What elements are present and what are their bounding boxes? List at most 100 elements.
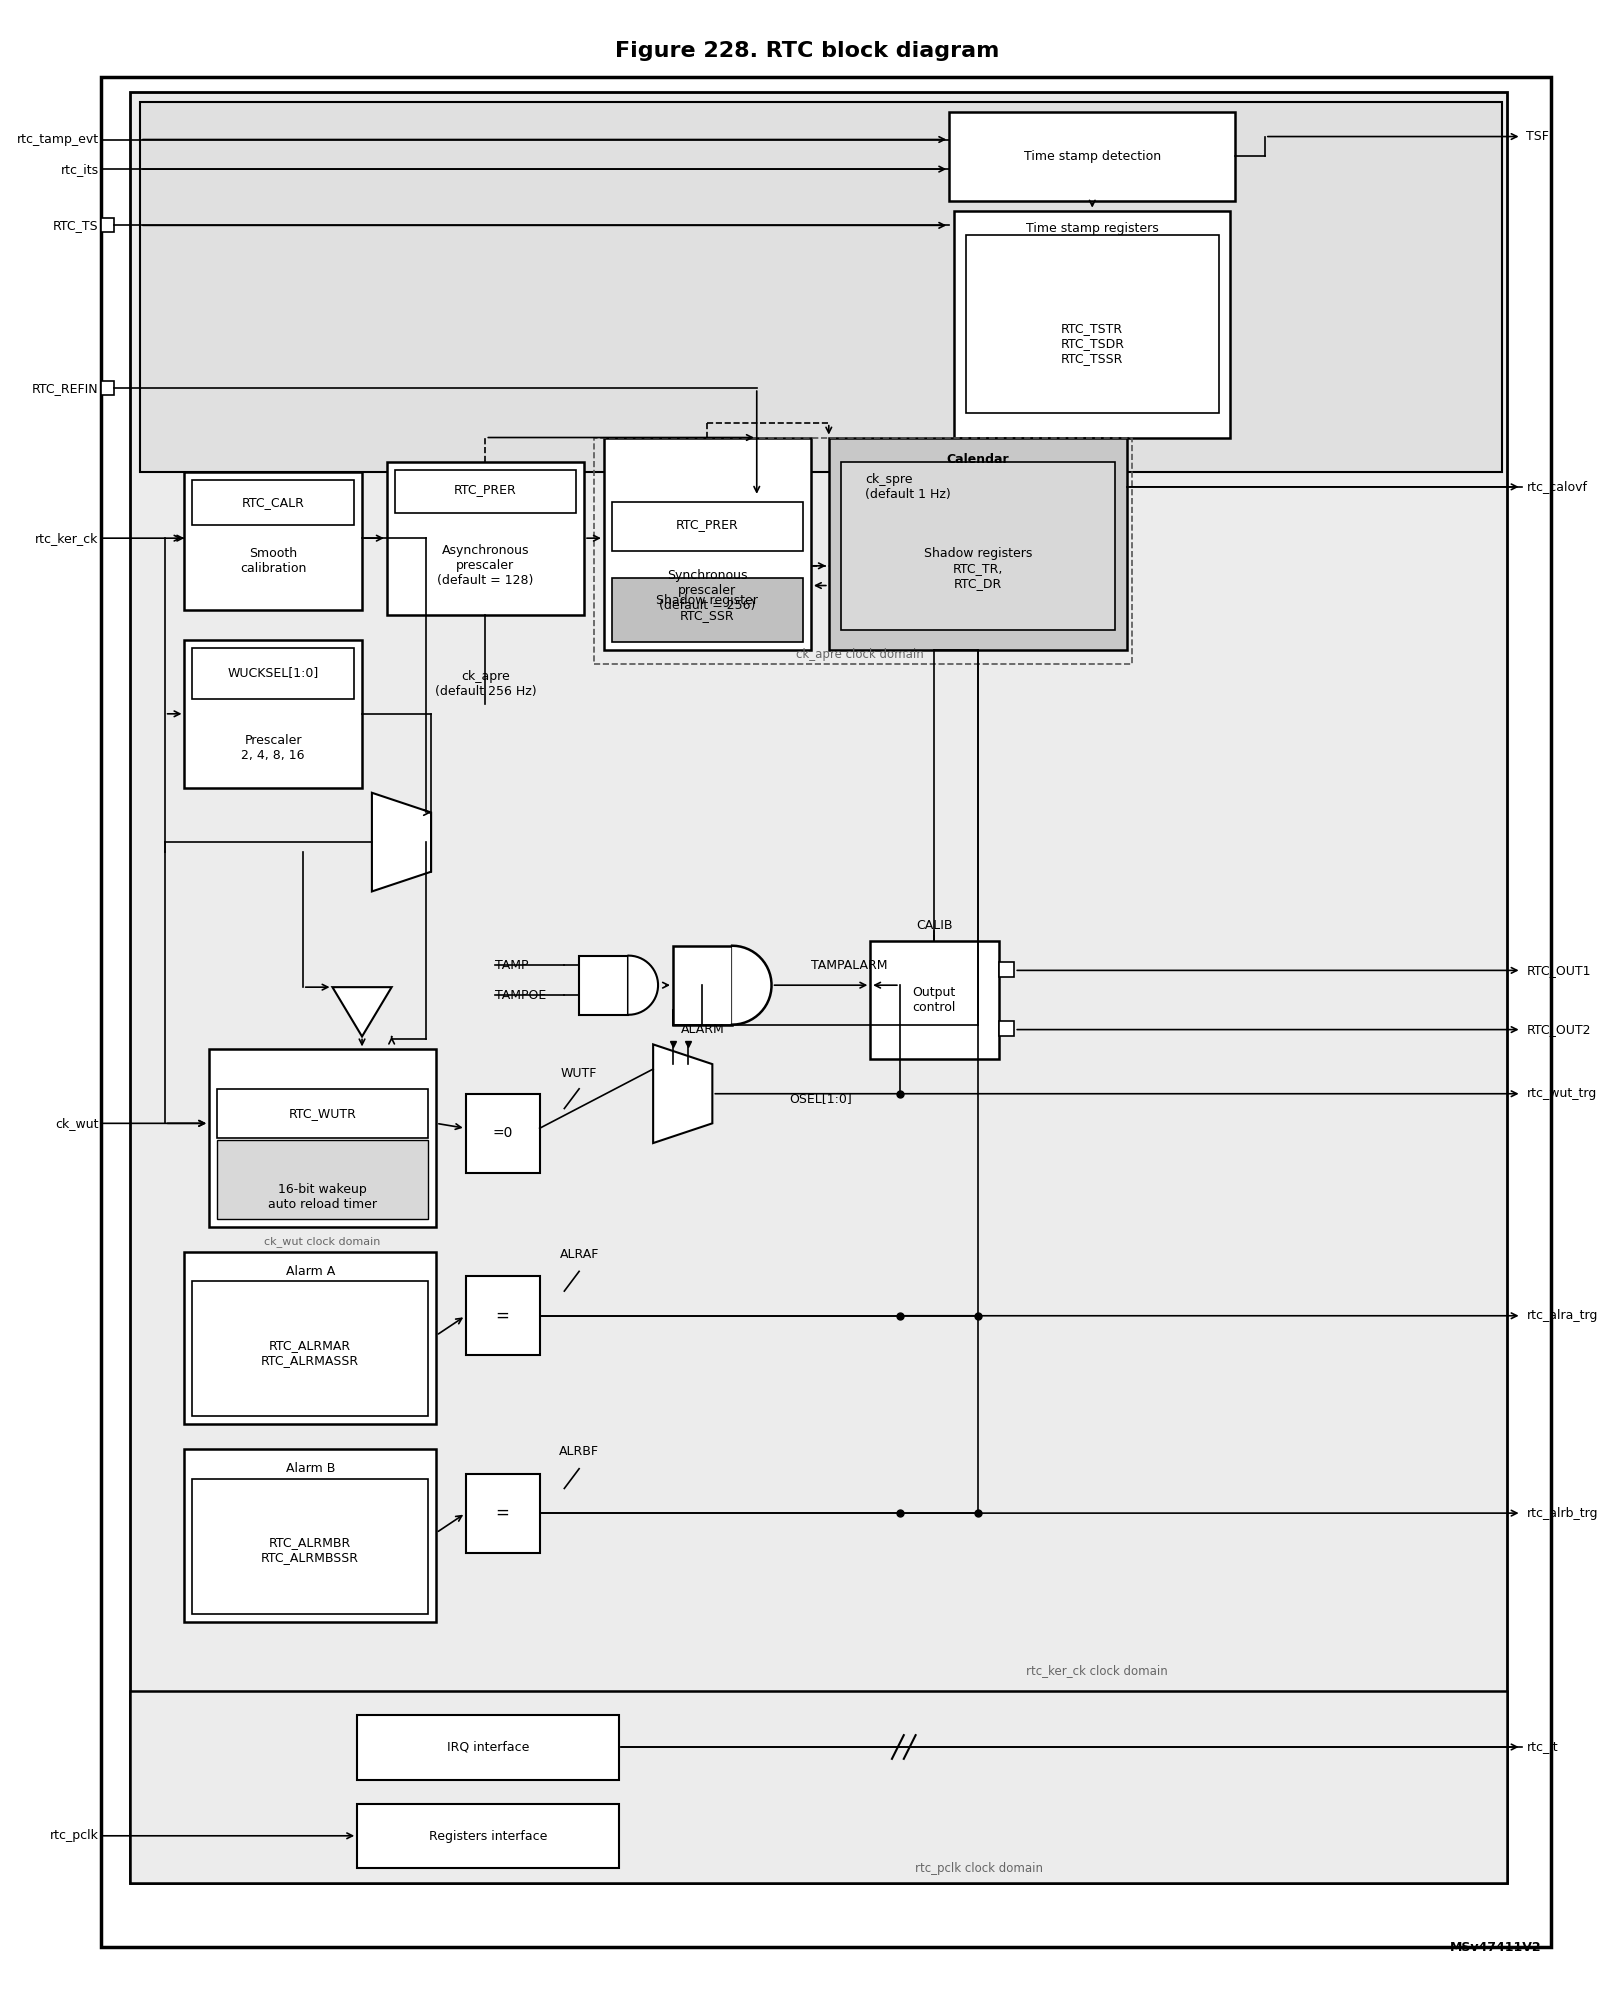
Text: rtc_alrb_trg: rtc_alrb_trg <box>1527 1506 1597 1520</box>
Bar <box>395 470 575 513</box>
Text: Alarm B: Alarm B <box>285 1463 335 1475</box>
Bar <box>870 941 998 1059</box>
Bar <box>210 1049 435 1227</box>
Text: rtc_pclk clock domain: rtc_pclk clock domain <box>914 1862 1043 1874</box>
Text: CALIB: CALIB <box>916 919 953 933</box>
Text: Asynchronous
prescaler
(default = 128): Asynchronous prescaler (default = 128) <box>437 543 534 587</box>
Polygon shape <box>732 945 772 1025</box>
Text: MSv47411V2: MSv47411V2 <box>1449 1940 1541 1954</box>
Text: rtc_tamp_evt: rtc_tamp_evt <box>16 134 98 146</box>
Bar <box>192 1281 429 1417</box>
Text: ALRAF: ALRAF <box>559 1249 598 1261</box>
Bar <box>672 945 732 1025</box>
Text: RTC_WUTR: RTC_WUTR <box>289 1107 356 1121</box>
Text: WUCKSEL[1:0]: WUCKSEL[1:0] <box>227 665 319 679</box>
Text: TAMP: TAMP <box>495 959 529 971</box>
Text: Output
control: Output control <box>912 985 956 1015</box>
Bar <box>466 1475 540 1552</box>
Text: TSF: TSF <box>1527 130 1549 144</box>
Bar <box>131 1690 1507 1884</box>
Bar <box>966 236 1219 414</box>
Text: Alarm A: Alarm A <box>285 1265 335 1279</box>
Text: rtc_alra_trg: rtc_alra_trg <box>1527 1309 1597 1323</box>
Text: Figure 228. RTC block diagram: Figure 228. RTC block diagram <box>614 40 999 60</box>
Bar <box>840 462 1116 629</box>
Text: WUTF: WUTF <box>561 1067 598 1081</box>
Bar <box>218 1141 429 1219</box>
Bar <box>466 1277 540 1355</box>
Bar <box>184 639 363 787</box>
Bar <box>593 438 1132 665</box>
Text: RTC_ALRMAR
RTC_ALRMASSR: RTC_ALRMAR RTC_ALRMASSR <box>261 1339 359 1367</box>
Bar <box>358 1804 619 1868</box>
Polygon shape <box>332 987 392 1037</box>
Bar <box>579 955 629 1015</box>
Text: rtc_its: rtc_its <box>60 162 98 176</box>
Bar <box>604 438 811 649</box>
Text: rtc_wut_trg: rtc_wut_trg <box>1527 1087 1597 1101</box>
Text: RTC_CALR: RTC_CALR <box>242 496 305 509</box>
Text: TAMPALARM: TAMPALARM <box>811 959 888 971</box>
Text: IRQ interface: IRQ interface <box>447 1740 529 1754</box>
Text: =0: =0 <box>492 1127 513 1141</box>
Text: =: = <box>496 1307 509 1325</box>
Text: RTC_REFIN: RTC_REFIN <box>32 382 98 396</box>
Text: RTC_PRER: RTC_PRER <box>675 517 738 531</box>
Text: RTC_ALRMBR
RTC_ALRMBSSR: RTC_ALRMBR RTC_ALRMBSSR <box>261 1536 359 1564</box>
Text: Time stamp registers: Time stamp registers <box>1025 222 1159 236</box>
Text: Time stamp detection: Time stamp detection <box>1024 150 1161 162</box>
Text: RTC_OUT2: RTC_OUT2 <box>1527 1023 1591 1037</box>
Bar <box>954 210 1230 438</box>
Bar <box>192 647 355 699</box>
Text: Synchronous
prescaler
(default = 256): Synchronous prescaler (default = 256) <box>659 569 756 611</box>
Text: Calendar: Calendar <box>946 454 1009 466</box>
Text: Registers interface: Registers interface <box>429 1830 546 1842</box>
Polygon shape <box>372 793 430 891</box>
Bar <box>829 438 1127 649</box>
Bar <box>140 102 1502 472</box>
Text: ck_apre clock domain: ck_apre clock domain <box>796 647 924 661</box>
Bar <box>949 112 1235 200</box>
Text: rtc_ker_ck clock domain: rtc_ker_ck clock domain <box>1027 1664 1169 1678</box>
Text: rtc_calovf: rtc_calovf <box>1527 480 1588 494</box>
Bar <box>192 480 355 525</box>
Text: Smooth
calibration: Smooth calibration <box>240 547 306 575</box>
Bar <box>998 961 1014 977</box>
Bar <box>611 577 803 641</box>
Text: TAMPOE: TAMPOE <box>495 989 546 1001</box>
Text: RTC_TSTR
RTC_TSDR
RTC_TSSR: RTC_TSTR RTC_TSDR RTC_TSSR <box>1061 322 1124 366</box>
Bar <box>387 462 584 615</box>
Bar <box>218 1089 429 1139</box>
Polygon shape <box>653 1045 713 1143</box>
Text: =: = <box>496 1504 509 1522</box>
Bar <box>358 1716 619 1780</box>
Text: Shadow register
RTC_SSR: Shadow register RTC_SSR <box>656 593 758 621</box>
Bar <box>611 501 803 551</box>
Text: rtc_pclk: rtc_pclk <box>50 1830 98 1842</box>
Bar <box>100 218 114 232</box>
Text: ck_apre
(default 256 Hz): ck_apre (default 256 Hz) <box>435 669 537 697</box>
Text: OSEL[1:0]: OSEL[1:0] <box>790 1093 853 1105</box>
Polygon shape <box>629 955 658 1015</box>
Bar <box>184 1251 435 1425</box>
Text: RTC_OUT1: RTC_OUT1 <box>1527 963 1591 977</box>
Text: 16-bit wakeup
auto reload timer: 16-bit wakeup auto reload timer <box>268 1183 377 1211</box>
Text: ck_wut clock domain: ck_wut clock domain <box>264 1237 380 1247</box>
Bar <box>100 382 114 396</box>
Text: ALRBF: ALRBF <box>559 1445 600 1459</box>
Bar <box>192 1479 429 1614</box>
Text: rtc_ker_ck: rtc_ker_ck <box>35 531 98 545</box>
Text: ck_wut: ck_wut <box>55 1117 98 1129</box>
Text: ck_spre
(default 1 Hz): ck_spre (default 1 Hz) <box>866 474 951 501</box>
Text: rtc_it: rtc_it <box>1527 1740 1559 1754</box>
Bar <box>998 1021 1014 1037</box>
Text: ALARM: ALARM <box>680 1023 724 1037</box>
Bar <box>131 92 1507 1884</box>
Text: RTC_PRER: RTC_PRER <box>455 484 517 496</box>
Text: Shadow registers
RTC_TR,
RTC_DR: Shadow registers RTC_TR, RTC_DR <box>924 547 1032 589</box>
Bar <box>184 472 363 609</box>
Bar <box>184 1449 435 1622</box>
Bar <box>466 1093 540 1173</box>
Text: Prescaler
2, 4, 8, 16: Prescaler 2, 4, 8, 16 <box>242 735 305 763</box>
Text: RTC_TS: RTC_TS <box>53 220 98 232</box>
